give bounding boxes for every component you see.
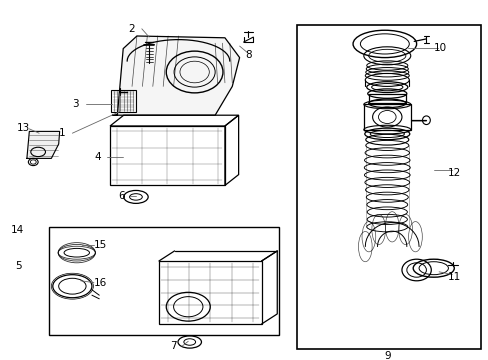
Text: 2: 2 (128, 24, 135, 34)
Text: 6: 6 (118, 191, 124, 201)
Text: 11: 11 (447, 272, 461, 282)
Bar (110, 126, 224, 185)
Bar (368, 94, 405, 103)
Text: 8: 8 (244, 50, 251, 60)
Text: 5: 5 (15, 261, 22, 271)
Text: 9: 9 (383, 351, 390, 360)
Text: 1: 1 (59, 128, 66, 138)
Text: 3: 3 (72, 99, 79, 109)
Text: 14: 14 (10, 225, 24, 235)
Text: 12: 12 (447, 168, 461, 178)
Text: 16: 16 (93, 278, 107, 288)
Text: 7: 7 (170, 341, 177, 351)
Polygon shape (27, 131, 60, 158)
Text: 10: 10 (433, 42, 446, 53)
Polygon shape (112, 36, 239, 115)
Bar (363, 104, 410, 130)
Text: 4: 4 (94, 152, 101, 162)
Bar (159, 261, 261, 324)
Text: 13: 13 (17, 123, 30, 133)
Text: 15: 15 (93, 240, 107, 250)
Bar (111, 90, 136, 112)
Bar (49, 227, 278, 335)
Bar (297, 25, 480, 349)
